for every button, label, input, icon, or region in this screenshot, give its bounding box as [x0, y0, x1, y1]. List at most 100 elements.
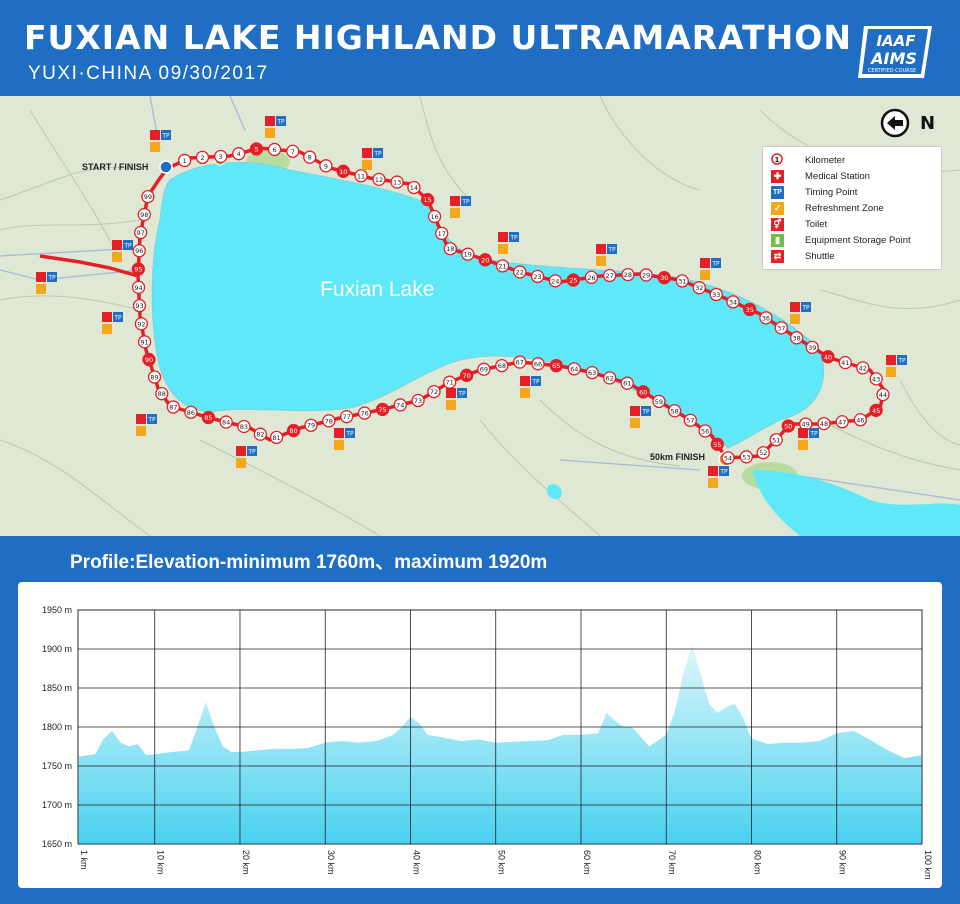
km-marker [603, 268, 617, 283]
km-marker-label: 51 [772, 436, 780, 444]
km-marker [667, 404, 682, 418]
km-marker-label: 54 [724, 454, 732, 462]
km-marker-label: 61 [623, 380, 631, 388]
timing-point-icon [897, 355, 907, 365]
km-marker [393, 398, 407, 412]
refreshment-zone-icon [798, 440, 808, 450]
north-compass: N [880, 108, 940, 138]
medical-station-icon [362, 148, 372, 158]
timing-point-text: TP [123, 243, 132, 250]
km-marker [137, 207, 151, 222]
medical-station-icon: ✚ [771, 169, 784, 183]
km-marker [817, 416, 831, 431]
timing-point-icon [47, 272, 57, 282]
km-marker [390, 175, 404, 189]
km-marker-label: 73 [414, 397, 422, 405]
x-tick-label: 20 km [241, 850, 251, 875]
km-marker-label: 81 [272, 434, 280, 442]
x-tick-label: 100 km [923, 850, 933, 880]
km-marker [743, 302, 757, 317]
km-marker-label: 29 [642, 271, 650, 279]
km-marker-label: 68 [498, 362, 506, 370]
km-marker [407, 180, 421, 195]
km-marker [549, 358, 563, 373]
km-marker-label: 75 [378, 406, 386, 414]
km-marker [513, 265, 527, 279]
medical-station-icon [236, 446, 246, 456]
timing-point-icon [641, 406, 651, 416]
logo-bottom-text: AIMS [869, 49, 917, 68]
km-marker-label: 90 [145, 356, 153, 364]
course-map: 1 2 3 4 5 6 7 8 9 10 11 12 13 14 15 16 17 18 19 20 21 22 23 24 2… [0, 96, 960, 536]
timing-point-icon [607, 244, 617, 254]
timing-point-text: TP [719, 469, 728, 476]
refreshment-zone-icon [136, 426, 146, 436]
timing-point-icon [457, 388, 467, 398]
timing-point-text: TP [607, 247, 616, 254]
km-marker [304, 418, 318, 432]
km-marker-label: 33 [712, 291, 720, 299]
km-marker-label: 56 [701, 428, 709, 436]
km-marker-label: 77 [342, 413, 350, 421]
toilet-icon: ⚥ [771, 217, 784, 231]
elevation-chart-panel: 1650 m 1700 m 1750 m 1800 m 1850 m 1900 m 1950… [18, 582, 942, 888]
timing-point-text: TP [461, 199, 470, 206]
km-marker [585, 365, 599, 380]
km-marker-label: 35 [746, 306, 754, 314]
timing-point-icon [711, 258, 721, 268]
km-marker [675, 274, 689, 288]
refreshment-zone-icon [886, 367, 896, 377]
km-marker [336, 164, 350, 178]
km-marker-label: 91 [140, 338, 148, 346]
timing-point-text: TP [373, 151, 382, 158]
km-marker [835, 415, 849, 429]
km-marker [132, 298, 147, 313]
km-marker [621, 267, 635, 282]
refreshment-zone-icon [596, 256, 606, 266]
medical-station-icon [265, 116, 275, 126]
km-marker [530, 269, 545, 284]
legend-item-kilometer: 1 Kilometer [771, 153, 845, 167]
x-tick-label: 90 km [838, 850, 848, 875]
km-marker-label: 64 [570, 365, 578, 373]
km-marker-label: 45 [872, 407, 880, 415]
header-bar: FUXIAN LAKE HIGHLAND ULTRAMARATHON YUXI·… [0, 0, 960, 96]
refreshment-zone-icon [450, 208, 460, 218]
km-marker-label: 79 [307, 422, 315, 430]
km-marker-label: 14 [410, 184, 418, 192]
km-marker [821, 350, 835, 364]
timing-point-text: TP [641, 409, 650, 416]
km-marker-label: 60 [639, 388, 647, 396]
km-marker [639, 268, 653, 282]
refreshment-zone-icon [36, 284, 46, 294]
km-marker [853, 413, 868, 427]
map-legend: 1 Kilometer ✚ Medical Station TP Timing … [762, 146, 942, 270]
km-marker-label: 50 [784, 422, 792, 430]
medical-station-icon [150, 130, 160, 140]
km-marker [652, 394, 666, 409]
km-marker-label: 55 [713, 441, 721, 449]
km-marker-label: 85 [204, 414, 212, 422]
arrow-left-icon [887, 116, 903, 130]
finish-50km-label: 50km FINISH [650, 452, 706, 462]
km-marker [357, 406, 372, 420]
km-marker-label: 82 [256, 431, 264, 439]
km-marker [548, 274, 562, 288]
x-tick-label: 1 km [79, 850, 89, 870]
km-marker [132, 244, 146, 258]
km-marker [219, 415, 233, 429]
timing-point-text: TP [161, 133, 170, 140]
km-marker-label: 43 [872, 375, 880, 383]
logo-caption-text: CERTIFIED COURSE [868, 68, 916, 74]
km-marker-label: 65 [552, 362, 560, 370]
iaaf-aims-logo: IAAF AIMS CERTIFIED COURSE [858, 26, 932, 78]
svg-text:1: 1 [775, 156, 780, 164]
km-marker-label: 69 [480, 366, 488, 374]
y-tick-label: 1800 m [42, 722, 72, 732]
km-marker [372, 172, 386, 186]
medical-station-icon [136, 414, 146, 424]
km-marker [253, 427, 267, 441]
km-marker-label: 6 [272, 146, 276, 154]
timing-point-text: TP [801, 305, 810, 312]
km-marker [427, 209, 442, 224]
